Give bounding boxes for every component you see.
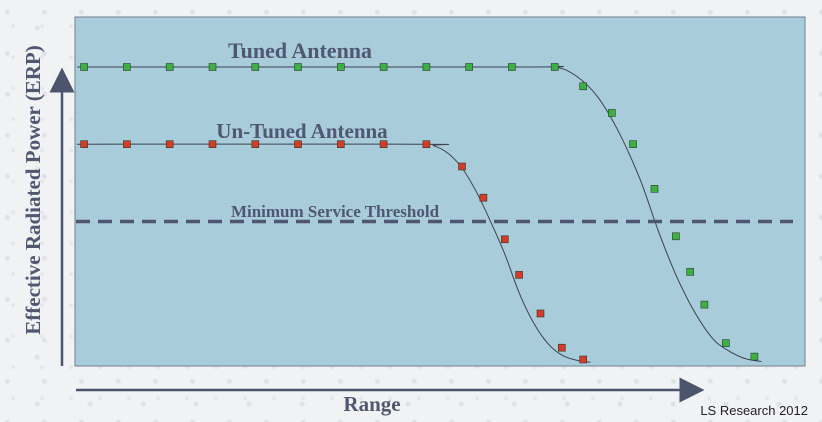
points-layer: [80, 63, 759, 364]
data-point: [251, 140, 260, 148]
data-point: [379, 63, 388, 71]
data-point: [550, 63, 559, 71]
credit-text: LS Research 2012: [700, 403, 808, 418]
y-axis-label: Effective Radiated Power (ERP): [21, 45, 45, 334]
data-point: [465, 63, 474, 71]
data-point: [515, 271, 523, 279]
data-point: [629, 140, 637, 148]
data-point: [750, 352, 759, 361]
data-point: [536, 309, 545, 318]
series-line-1: [76, 143, 591, 363]
data-point: [165, 140, 174, 148]
data-point: [208, 63, 217, 71]
data-point: [379, 140, 388, 148]
data-point: [294, 140, 302, 148]
data-point: [557, 343, 566, 352]
data-point: [650, 185, 659, 193]
curves-layer: [76, 65, 762, 363]
x-axis-label: Range: [343, 392, 400, 416]
data-point: [422, 140, 431, 148]
data-point: [251, 63, 260, 71]
data-point: [579, 355, 588, 364]
data-point: [721, 339, 730, 348]
series-line-0: [77, 65, 762, 363]
data-point: [500, 235, 509, 244]
data-point: [294, 63, 302, 71]
data-point: [422, 63, 431, 71]
data-point: [123, 140, 131, 148]
data-point: [700, 300, 709, 309]
data-point: [458, 162, 466, 171]
data-point: [165, 63, 174, 71]
data-point: [479, 193, 488, 202]
series-label-untuned: Un-Tuned Antenna: [216, 119, 388, 143]
threshold-label: Minimum Service Threshold: [231, 202, 440, 221]
data-point: [123, 63, 131, 71]
data-point: [80, 63, 88, 71]
data-point: [607, 109, 616, 117]
plot-area: [74, 16, 806, 367]
data-point: [579, 82, 588, 91]
data-point: [208, 140, 217, 148]
data-point: [672, 232, 680, 241]
data-point: [686, 268, 695, 276]
data-point: [508, 63, 516, 71]
data-point: [336, 63, 345, 71]
data-point: [80, 140, 88, 148]
data-point: [336, 140, 345, 148]
series-label-tuned: Tuned Antenna: [228, 38, 372, 63]
